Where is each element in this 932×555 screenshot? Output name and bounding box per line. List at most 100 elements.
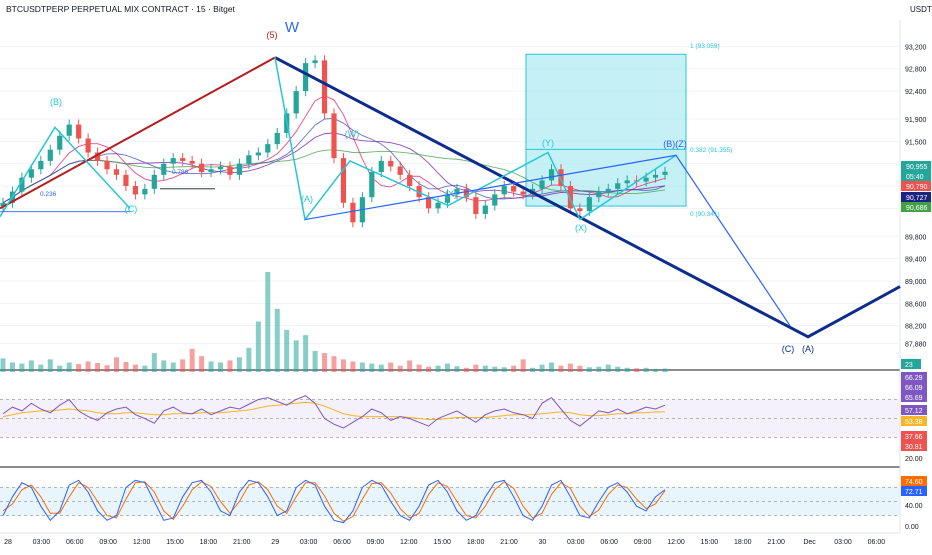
candle-body (340, 158, 347, 203)
price-tick-label: 89,800 (905, 234, 927, 241)
price-axis[interactable]: 93,20092,80092,40091,90091,50091,10090,7… (901, 44, 931, 369)
volume-bar (274, 308, 280, 372)
label-wave-X: (X) (445, 189, 457, 199)
volume-bar (530, 367, 536, 372)
volume-label-text: 23 (905, 362, 913, 369)
label-wave-A2: (A) (802, 344, 814, 354)
price-pane[interactable]: (5) W (B) (C) (A) (W) (X) (Y) (X) (B)(Z) (C) (A) 0.7… (0, 19, 901, 372)
label-wave-C: (C) (125, 204, 138, 214)
candle-body (615, 183, 621, 189)
volume-bar (539, 364, 545, 372)
volume-bar (76, 364, 82, 372)
volume-bar (454, 366, 460, 372)
candle-body (454, 188, 460, 195)
volume-bar (501, 367, 507, 372)
candle-body (567, 186, 574, 209)
volume-bar (113, 357, 119, 372)
candle-body (151, 174, 157, 189)
candle-body (482, 205, 488, 214)
stoch-label-text: 40.00 (905, 503, 923, 510)
rsi-pane[interactable]: 66.29 66.09 65.69 57.12 53.38 37.66 30.81 20.00 (0, 372, 927, 463)
volume-bar (662, 368, 668, 372)
volume-bar (28, 360, 34, 372)
label-wave-Y: (Y) (542, 138, 554, 148)
rsi-label-bg (901, 431, 927, 441)
volume-label-bg (901, 359, 921, 369)
time-tick-label: 03:00 (33, 539, 51, 546)
time-tick-label: 18:00 (467, 539, 485, 546)
candle-body (652, 174, 659, 178)
candle-body (577, 208, 583, 212)
rsi-label-bg (901, 416, 927, 426)
volume-bar (0, 358, 6, 372)
candle-body (132, 186, 138, 195)
volume-bar (293, 340, 299, 372)
currency-label: USDT (910, 5, 932, 14)
time-axis[interactable]: 28 03:00 06:00 09:00 12:00 15:00 18:00 21:00 29 0… (0, 532, 900, 546)
volume-bar (19, 363, 25, 372)
wave-w-line (274, 56, 901, 339)
candle-body (397, 166, 403, 175)
time-tick-label: 06:00 (66, 539, 84, 546)
volume-bar (435, 365, 441, 372)
volume-bar (463, 367, 469, 372)
volume-bar (482, 365, 488, 372)
candle-body (104, 160, 110, 170)
volume-bar (255, 321, 261, 372)
volume-bar (369, 363, 375, 372)
volume-bar (520, 359, 526, 372)
candle-body (378, 160, 384, 173)
volume-bar (388, 362, 394, 372)
volume-bar (208, 361, 214, 372)
time-tick-label: 15:00 (433, 539, 451, 546)
moving-average-line (2, 95, 666, 204)
price-label-text: 90,727 (906, 195, 928, 202)
rsi-label-text: 66.09 (905, 385, 923, 392)
fib-projection-box (525, 53, 687, 207)
volume-bar (605, 364, 611, 372)
candle-body (255, 152, 261, 156)
volume-bar (151, 353, 157, 372)
candle-body (246, 155, 252, 164)
volume-bar (236, 357, 242, 372)
rsi-label-bg (901, 453, 927, 463)
time-tick-label: 09:00 (367, 539, 385, 546)
time-tick-label: 30 (539, 539, 547, 546)
label-wave-A: (A) (301, 194, 313, 204)
candle-body (113, 169, 120, 175)
candle-body (66, 124, 72, 136)
volume-bar (350, 361, 356, 372)
label-wave-B: (B) (50, 97, 62, 107)
candle-body (19, 177, 25, 192)
label-wave-W2: (W) (345, 129, 360, 139)
label-wave-C2: (C) (782, 344, 795, 354)
chart-title: BTCUSDTPERP PERPETUAL MIX CONTRACT · 15 … (6, 4, 236, 14)
time-tick-label: 18:00 (200, 539, 218, 546)
candle-body (180, 158, 186, 161)
candle-body (321, 60, 328, 114)
volume-bar (218, 362, 224, 372)
volume-bar (104, 365, 110, 372)
volume-bar (9, 362, 15, 372)
time-tick-label: 06:00 (333, 539, 351, 546)
rsi-ma-line (2, 401, 665, 420)
time-tick-label: 15:00 (166, 539, 184, 546)
candle-body (331, 113, 337, 159)
candle-body (463, 188, 469, 198)
price-tick-label: 91,900 (905, 117, 927, 124)
volume-bar (567, 363, 573, 372)
price-tick-label: 89,400 (905, 257, 927, 264)
price-label-text: 05:40 (906, 174, 924, 181)
candle-body (473, 197, 479, 214)
candle-body (558, 169, 564, 187)
candle-body (520, 191, 526, 195)
candle-body (303, 63, 309, 92)
rsi-label-bg (901, 382, 927, 392)
stoch-rsi-pane[interactable]: 74.60 72.71 40.00 0.00 (0, 476, 927, 531)
label-fib-0: 0 (90,341) (690, 211, 720, 218)
candle-body (265, 144, 271, 153)
candle-body (0, 202, 6, 207)
candle-body (596, 191, 602, 198)
candle-body (624, 180, 630, 184)
